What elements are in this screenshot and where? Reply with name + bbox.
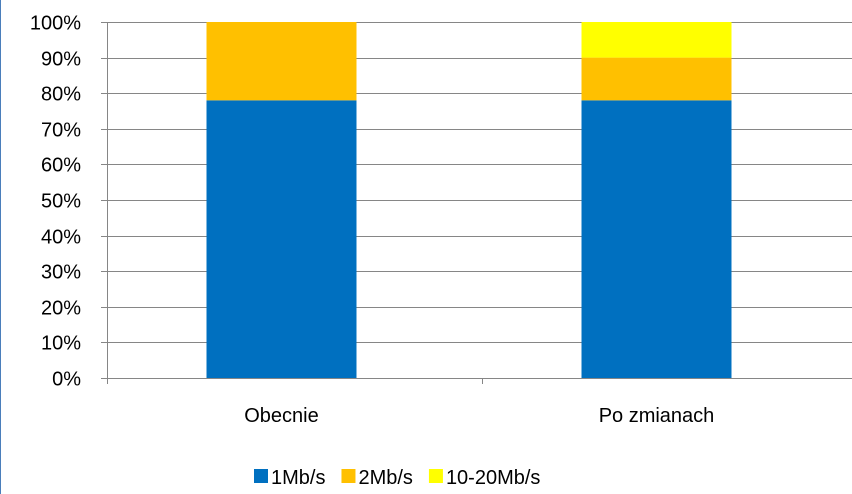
legend-label: 2Mb/s: [358, 467, 412, 489]
legend-item-1: 1Mb/s: [254, 467, 325, 489]
y-tick-label: 70%: [41, 120, 81, 142]
bar-segment-3-2: [581, 22, 732, 58]
bar-segment-2-1: [206, 22, 357, 101]
axes: [101, 22, 852, 384]
legend-swatch: [341, 469, 356, 483]
legend-label: 10-20Mb/s: [446, 467, 541, 489]
y-tick-label: 40%: [41, 227, 81, 249]
y-tick-labels: 0% 10% 20% 30% 40% 50% 60% 70% 80% 90% 100%: [30, 13, 81, 391]
legend-label: 1Mb/s: [271, 467, 325, 489]
bars: [206, 22, 732, 378]
bar-segment-2-2: [581, 57, 732, 101]
y-tick-label: 10%: [41, 333, 81, 355]
y-tick-label: 60%: [41, 155, 81, 177]
x-tick-label: Obecnie: [244, 405, 319, 427]
legend-item-3: 10-20Mb/s: [428, 467, 541, 489]
legend-item-2: 2Mb/s: [341, 467, 413, 489]
y-tick-label: 30%: [41, 262, 81, 284]
y-tick-label: 0%: [52, 369, 81, 391]
y-tick-label: 50%: [41, 191, 81, 213]
legend-swatch: [428, 469, 443, 483]
bar-segment-1-1: [206, 100, 357, 378]
y-tick-label: 90%: [41, 49, 81, 71]
bar-segment-1-2: [581, 100, 732, 378]
y-tick-label: 100%: [30, 13, 81, 35]
y-tick-label: 80%: [41, 84, 81, 106]
y-tick-label: 20%: [41, 298, 81, 320]
legend-swatch: [254, 469, 268, 483]
x-tick-label: Po zmianach: [599, 405, 715, 427]
legend: 1Mb/s 2Mb/s 10-20Mb/s: [254, 467, 540, 489]
x-tick-labels: Obecnie Po zmianach: [244, 405, 714, 427]
